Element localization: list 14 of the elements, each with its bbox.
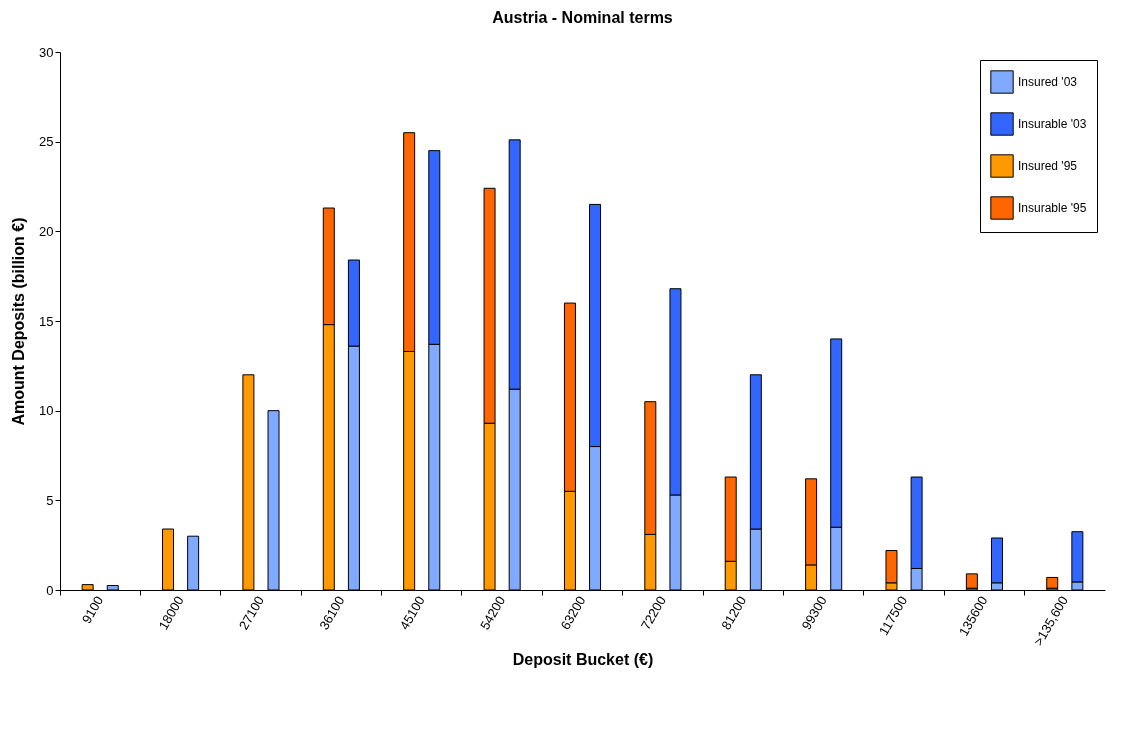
legend-label: Insurable '03	[1018, 117, 1087, 131]
legend-label: Insured '03	[1018, 75, 1078, 89]
y-tick-label: 5	[46, 492, 54, 508]
legend-label: Insured '95	[1018, 159, 1078, 173]
chart-title: Austria - Nominal terms	[492, 9, 673, 26]
y-tick-label: 10	[39, 403, 54, 419]
y-tick-label: 0	[46, 582, 54, 598]
y-tick-label: 25	[39, 134, 54, 150]
y-tick-label: 15	[39, 313, 54, 329]
x-axis-title: Deposit Bucket (€)	[512, 651, 654, 669]
y-axis-title: Amount Deposits (billion €)	[10, 217, 28, 426]
y-tick-label: 30	[39, 44, 54, 60]
y-tick-label: 20	[39, 223, 54, 239]
legend-label: Insurable '95	[1018, 201, 1087, 215]
